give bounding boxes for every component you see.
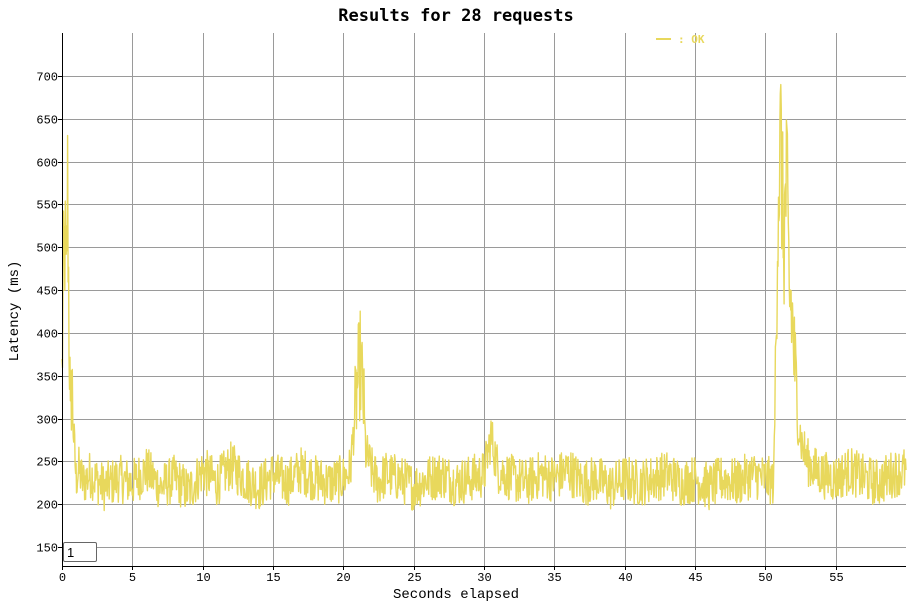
y-tick-label: 250 (36, 456, 58, 470)
chart-title: Results for 28 requests (338, 6, 573, 26)
x-tick-label: 25 (407, 571, 421, 585)
series-layer (61, 83, 907, 512)
y-tick-label: 700 (36, 71, 58, 85)
x-tick-label: 20 (336, 571, 350, 585)
y-tick-label: 150 (36, 542, 58, 556)
x-tick-label: 55 (829, 571, 843, 585)
y-tick-label: 350 (36, 371, 58, 385)
axes: 150 200 250 300 350 400 450 500 550 600 650 700 0 5 10… (36, 33, 906, 585)
x-tick-label: 0 (59, 571, 66, 585)
y-tick-label: 400 (36, 328, 58, 342)
x-tick-label: 45 (688, 571, 702, 585)
y-tick-label: 550 (36, 199, 58, 213)
x-tick-label: 50 (758, 571, 772, 585)
x-tick-label: 15 (266, 571, 280, 585)
y-tick-label: 600 (36, 157, 58, 171)
legend: : OK (656, 33, 705, 46)
y-tick-label: 200 (36, 499, 58, 513)
y-axis-label: Latency (ms) (7, 261, 23, 362)
x-tick-label: 40 (618, 571, 632, 585)
x-tick-label: 10 (196, 571, 210, 585)
x-tick-label: 5 (129, 571, 136, 585)
x-tick-label: 30 (477, 571, 491, 585)
x-tick-label: 35 (547, 571, 561, 585)
page-number-input[interactable] (63, 542, 97, 562)
y-tick-label: 450 (36, 285, 58, 299)
series-line (61, 83, 907, 512)
x-axis-label: Seconds elapsed (393, 587, 519, 602)
y-tick-label: 300 (36, 414, 58, 428)
legend-label: : OK (678, 33, 705, 46)
y-tick-label: 500 (36, 242, 58, 256)
y-tick-label: 650 (36, 114, 58, 128)
